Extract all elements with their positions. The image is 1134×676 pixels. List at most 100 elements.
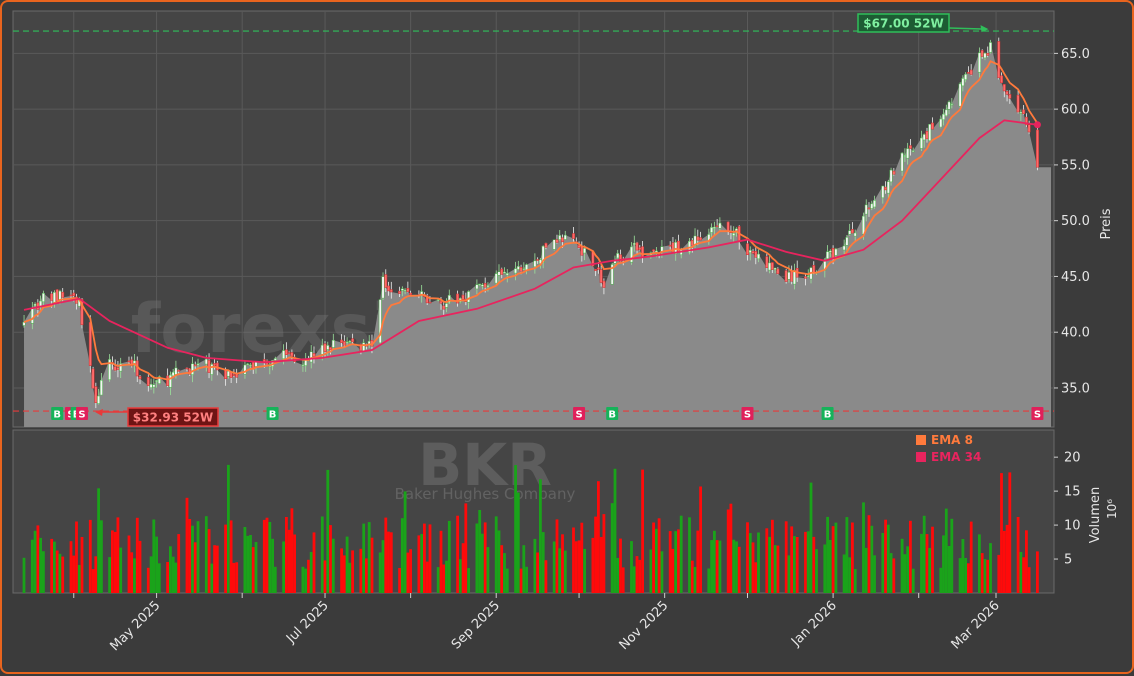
candle-body xyxy=(909,146,911,149)
volume-bar xyxy=(255,542,258,593)
candle-body xyxy=(324,344,326,352)
candle-body xyxy=(843,246,845,250)
volume-bar xyxy=(525,567,528,593)
volume-bar xyxy=(765,528,768,593)
candle-body xyxy=(926,131,928,139)
volume-bar xyxy=(75,522,78,594)
candle-body xyxy=(95,387,97,403)
volume-bar xyxy=(771,520,774,593)
volume-bar xyxy=(302,567,305,593)
volume-bar xyxy=(324,560,327,593)
candle-body xyxy=(233,375,235,376)
volume-bar xyxy=(710,540,713,593)
candle-body xyxy=(732,233,734,235)
volume-bar xyxy=(169,546,172,593)
volume-bar xyxy=(735,541,738,593)
candle-body xyxy=(514,269,516,273)
volume-bar xyxy=(553,542,556,594)
volume-bar xyxy=(390,532,393,593)
volume-bar xyxy=(984,559,987,593)
volume-unit-label: 10⁶ xyxy=(1105,499,1119,519)
candle-body xyxy=(600,270,602,283)
candle-body xyxy=(329,347,331,349)
volume-bar xyxy=(881,533,884,593)
legend-label: EMA 8 xyxy=(931,433,973,447)
volume-axis-label: Volumen xyxy=(1088,487,1103,544)
volume-bar xyxy=(788,555,791,593)
volume-bar xyxy=(285,517,288,593)
candle-body xyxy=(561,238,563,242)
time-tick-label: May 2025 xyxy=(107,598,163,654)
candle-body xyxy=(73,293,75,296)
candle-body xyxy=(340,340,342,343)
candle-body xyxy=(989,42,991,52)
candle-body xyxy=(691,240,693,245)
volume-bar xyxy=(904,554,907,593)
volume-bar xyxy=(793,536,796,593)
legend-swatch xyxy=(916,435,926,445)
volume-bar xyxy=(652,523,655,594)
volume-bar xyxy=(578,540,581,593)
candle-body xyxy=(752,251,754,253)
candle-body xyxy=(1036,130,1038,167)
volume-bar xyxy=(293,535,296,594)
candle-body xyxy=(498,272,500,276)
volume-bar xyxy=(442,565,445,594)
candle-body xyxy=(559,235,561,239)
candle-body xyxy=(984,53,986,58)
candle-body xyxy=(128,361,130,362)
volume-bar xyxy=(288,530,291,593)
candle-body xyxy=(652,250,654,252)
volume-bar xyxy=(332,539,335,593)
volume-bar xyxy=(291,508,294,593)
volume-bar xyxy=(865,548,868,593)
volume-bar xyxy=(810,483,813,593)
price-tick-label: 35.0 xyxy=(1061,381,1090,396)
volume-bar xyxy=(928,548,931,593)
candle-body xyxy=(713,227,715,228)
candle-body xyxy=(777,269,779,274)
volume-bar xyxy=(114,532,117,593)
volume-bar xyxy=(210,564,213,593)
candle-body xyxy=(390,290,392,292)
volume-bar xyxy=(868,515,871,593)
volume-bar xyxy=(592,538,595,593)
volume-bar xyxy=(768,537,771,593)
candle-body xyxy=(147,377,149,385)
volume-bar xyxy=(360,549,363,593)
candle-body xyxy=(901,153,903,171)
volume-bar xyxy=(719,541,722,593)
volume-bar xyxy=(616,558,619,593)
candle-body xyxy=(940,119,942,127)
candle-body xyxy=(536,260,538,261)
candle-body xyxy=(1003,84,1005,91)
volume-bar xyxy=(901,539,904,593)
candle-body xyxy=(771,262,773,269)
price-axis-label: Preis xyxy=(1099,208,1114,239)
candle-body xyxy=(523,269,525,270)
volume-bar xyxy=(564,551,567,593)
volume-bar xyxy=(462,543,465,593)
signal-label: S xyxy=(744,410,751,421)
company-watermark: Baker Hughes Company xyxy=(395,485,576,503)
volume-bar xyxy=(147,568,150,593)
volume-bar xyxy=(362,524,365,593)
volume-bar xyxy=(1036,551,1039,593)
volume-bar xyxy=(981,553,984,593)
candle-body xyxy=(851,229,853,233)
candle-body xyxy=(313,353,315,356)
volume-bar xyxy=(997,555,1000,593)
volume-bar xyxy=(950,519,953,593)
candle-body xyxy=(443,306,445,309)
volume-bar xyxy=(503,553,506,593)
volume-bar xyxy=(603,514,606,593)
candle-body xyxy=(362,343,364,352)
volume-bar xyxy=(939,568,942,593)
volume-bar xyxy=(307,560,310,593)
volume-bar xyxy=(583,549,586,593)
volume-bar xyxy=(326,470,329,593)
volume-bar xyxy=(707,569,710,594)
volume-bar xyxy=(669,531,672,593)
candle-body xyxy=(755,251,757,257)
candle-body xyxy=(636,243,638,250)
